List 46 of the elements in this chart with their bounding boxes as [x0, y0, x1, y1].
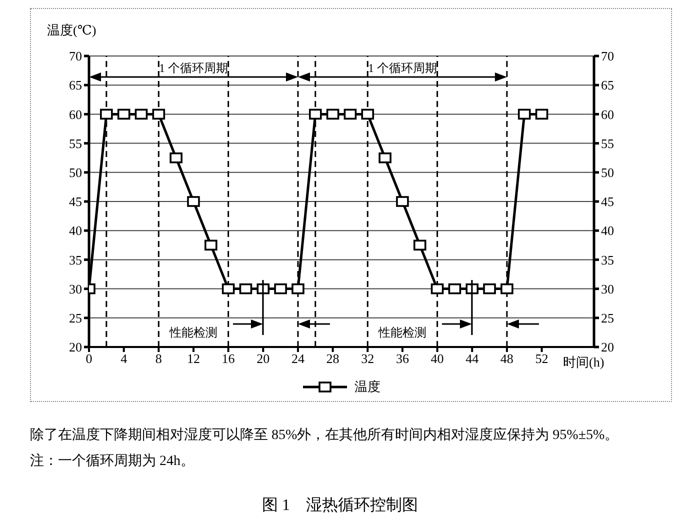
y-tick-label: 35 — [69, 252, 82, 268]
y2-tick-label: 60 — [601, 106, 614, 122]
y-tick-label: 60 — [69, 106, 82, 122]
y2-tick-label: 35 — [601, 252, 614, 268]
y-tick-label: 25 — [69, 310, 82, 326]
annotation: 性能检测 — [377, 326, 426, 340]
x-tick-label: 24 — [291, 351, 305, 366]
text: 图 1 湿热循环控制图 — [261, 496, 419, 516]
x-tick-label: 52 — [535, 351, 548, 366]
x-tick-label: 12 — [186, 351, 200, 366]
x-tick-label: 20 — [256, 351, 270, 366]
y2-tick-label: 65 — [601, 78, 614, 93]
y-tick-label: 30 — [69, 281, 82, 296]
x-tick-label: 28 — [326, 351, 340, 366]
x-tick-label: 16 — [222, 351, 236, 366]
y2-tick-label: 25 — [601, 310, 614, 326]
y-tick-label: 70 — [69, 48, 82, 64]
y-tick-label: 40 — [69, 223, 82, 238]
y2-tick-label: 55 — [601, 136, 614, 151]
text: 除了在温度下降期间相对湿度可以降至 85%外，在其他所有时间内相对湿度应保持为 95%±5%。 — [30, 426, 620, 445]
x-tick-label: 8 — [155, 351, 162, 366]
legend-label: 温度 — [354, 378, 380, 396]
x-tick-label: 4 — [120, 351, 128, 366]
y2-tick-label: 20 — [601, 340, 614, 355]
x-tick-label: 48 — [500, 351, 514, 366]
text: 注：一个循环周期为 24h。 — [30, 452, 196, 471]
x-tick-label: 0 — [86, 351, 92, 366]
x-tick-label: 44 — [466, 351, 480, 366]
x-axis-title: 时间(h) — [563, 354, 604, 370]
y2-tick-label: 50 — [601, 165, 614, 180]
y2-tick-label: 30 — [601, 281, 614, 296]
y2-tick-label: 45 — [601, 194, 614, 210]
y-axis-title: 温度(℃) — [47, 22, 96, 38]
y-tick-label: 20 — [69, 340, 82, 355]
y2-tick-label: 40 — [601, 223, 614, 238]
annotation: 性能检测 — [168, 326, 218, 340]
y-tick-label: 55 — [69, 136, 82, 151]
y-tick-label: 65 — [69, 78, 82, 93]
y-tick-label: 50 — [69, 165, 82, 180]
x-tick-label: 40 — [430, 351, 444, 366]
y2-tick-label: 70 — [601, 48, 614, 64]
x-tick-label: 36 — [396, 351, 410, 366]
annotation: 1 个循环周期 — [158, 61, 228, 75]
annotation: 1 个循环周期 — [368, 61, 437, 75]
y-tick-label: 45 — [69, 194, 82, 210]
x-tick-label: 32 — [361, 351, 374, 366]
